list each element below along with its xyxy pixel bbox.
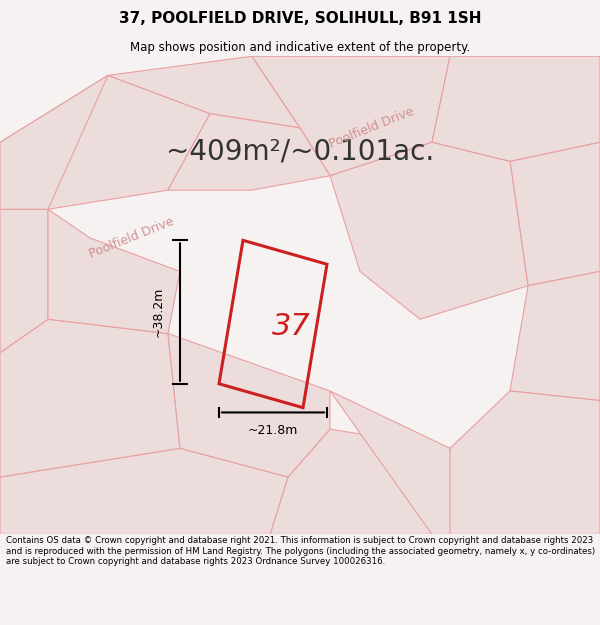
Polygon shape <box>252 56 450 176</box>
Text: 37, POOLFIELD DRIVE, SOLIHULL, B91 1SH: 37, POOLFIELD DRIVE, SOLIHULL, B91 1SH <box>119 11 481 26</box>
Text: ~409m²/~0.101ac.: ~409m²/~0.101ac. <box>166 138 434 166</box>
Polygon shape <box>432 391 600 534</box>
Polygon shape <box>432 56 600 161</box>
Text: 37: 37 <box>272 312 310 341</box>
Text: ~21.8m: ~21.8m <box>248 424 298 438</box>
Polygon shape <box>0 76 108 209</box>
Text: ~38.2m: ~38.2m <box>152 287 165 338</box>
Polygon shape <box>330 142 528 319</box>
Polygon shape <box>108 56 300 128</box>
Polygon shape <box>270 429 450 534</box>
Polygon shape <box>0 209 48 352</box>
Polygon shape <box>0 448 288 534</box>
Polygon shape <box>168 114 330 190</box>
Polygon shape <box>0 76 210 209</box>
Polygon shape <box>510 271 600 401</box>
Polygon shape <box>510 142 600 286</box>
Polygon shape <box>48 209 180 334</box>
Polygon shape <box>168 334 330 477</box>
Text: Poolfield Drive: Poolfield Drive <box>328 105 416 151</box>
Polygon shape <box>0 319 180 477</box>
Text: Poolfield Drive: Poolfield Drive <box>88 215 176 261</box>
Text: Map shows position and indicative extent of the property.: Map shows position and indicative extent… <box>130 41 470 54</box>
Text: Contains OS data © Crown copyright and database right 2021. This information is : Contains OS data © Crown copyright and d… <box>6 536 595 566</box>
Polygon shape <box>330 391 450 534</box>
